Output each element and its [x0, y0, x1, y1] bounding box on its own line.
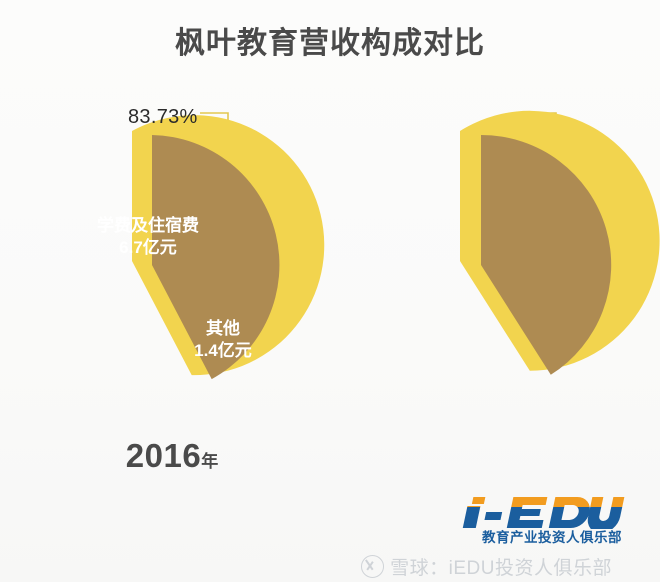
- pie-chart-panel-2016: 83.73% 学费及住宿费 6.7亿元 其他 1.4亿元 2016年: [0, 0, 330, 500]
- callout-percent-2016: 83.73%: [128, 106, 198, 128]
- logo-tagline: 教育产业投资人俱乐部: [482, 529, 622, 545]
- pie-slice-other-2016[interactable]: [152, 135, 280, 380]
- year-number-2016: 2016: [125, 437, 202, 474]
- pie-chart-2016: [132, 112, 325, 380]
- page-title: 枫叶教育营收构成对比: [175, 27, 485, 60]
- watermark-text: 雪球：iEDU投资人俱乐部: [390, 558, 612, 579]
- pie-chart-2017: [460, 110, 660, 375]
- snowball-icon: [361, 555, 385, 578]
- pie-slice-other-2017[interactable]: [481, 134, 612, 375]
- watermark: 雪球：iEDU投资人俱乐部: [361, 553, 612, 580]
- year-label-2016: 2016年: [52, 437, 292, 475]
- brand-logo: 教育产业投资人俱乐部: [462, 497, 625, 545]
- pie-chart-panel-2017: 81.07% 学费及住宿费 8.8亿元 其他 2.1亿元 2017年: [330, 0, 660, 500]
- year-suffix-2016: 年: [201, 452, 219, 471]
